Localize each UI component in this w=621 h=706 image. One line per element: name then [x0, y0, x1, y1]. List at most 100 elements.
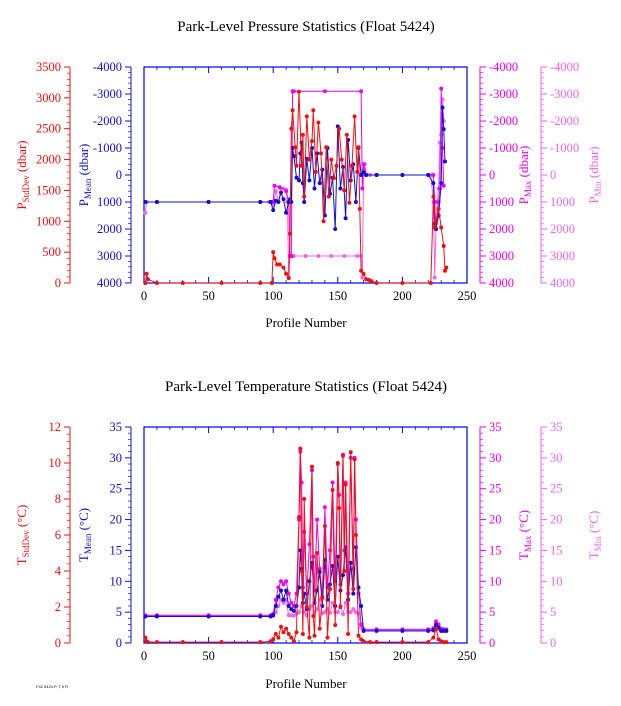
temperature-stddev-tick-label: 8	[55, 492, 61, 506]
pressure-mean-point	[439, 181, 444, 186]
temperature-mean-point	[279, 588, 283, 593]
temperature-mean-tick-label: 20	[110, 513, 123, 527]
temperature-max-point	[311, 554, 316, 559]
temperature-stddev-point	[342, 569, 347, 573]
temperature-stddev-point	[298, 446, 303, 451]
temperature-min-tick-label: 0	[550, 636, 556, 650]
temperature-max-tick-label: 5	[489, 605, 495, 619]
pressure-stddev-point	[219, 281, 224, 285]
temperature-stddev-point	[154, 640, 159, 645]
temperature-mean-point	[271, 613, 276, 618]
pressure-x-tick-label: 0	[141, 289, 147, 303]
pressure-mean-point	[338, 186, 343, 191]
pressure-stddev-point	[436, 206, 441, 211]
temperature-min-point	[304, 613, 309, 618]
pressure-stddev-point	[347, 200, 352, 205]
temperature-stddev-point	[444, 640, 449, 645]
pressure-stddev-point	[439, 225, 444, 230]
pressure-mean-point	[440, 105, 445, 110]
temperature-mean-point	[351, 591, 356, 596]
temperature-stddev-point	[311, 614, 316, 618]
temperature-stddev-point	[400, 640, 405, 645]
temperature-chart: Park-Level Temperature Statistics (Float…	[14, 379, 603, 691]
temperature-stddev-point	[374, 640, 379, 645]
temperature-max-point	[284, 579, 289, 584]
temperature-stddev-point	[352, 457, 357, 462]
pressure-stddev-point	[143, 281, 148, 285]
temperature-stddev-point	[294, 630, 299, 635]
pressure-max-tick-label: -3000	[489, 87, 518, 101]
pressure-min-point	[143, 210, 148, 215]
pressure-min-tick-label: -4000	[550, 60, 579, 74]
pressure-stddev-point	[355, 169, 360, 174]
temperature-stddev-point	[434, 626, 438, 631]
pressure-min-tick-label: 3000	[550, 249, 575, 263]
temperature-stddev-point	[338, 605, 343, 609]
pressure-max-tick-label: -4000	[489, 60, 518, 74]
temperature-x-axis-label: Profile Number	[265, 676, 347, 691]
temperature-mean-point	[294, 604, 299, 608]
pressure-stddev-point	[299, 163, 304, 168]
temperature-mean-tick-label: 35	[110, 420, 123, 434]
temperature-mean-point	[281, 597, 286, 602]
temperature-mean-point	[374, 628, 379, 633]
pressure-max-point	[277, 185, 282, 190]
temperature-min-tick-label: 25	[550, 482, 563, 496]
temperature-stddev-point	[333, 623, 338, 627]
pressure-mean-tick-label: -1000	[93, 141, 122, 155]
pressure-stddev-point	[297, 89, 301, 94]
pressure-x-axis-label: Profile Number	[265, 315, 347, 330]
pressure-stddev-point	[286, 276, 291, 281]
temperature-mean-point	[206, 614, 211, 619]
pressure-min-point	[432, 275, 437, 280]
pressure-mean-tick-label: 1000	[97, 195, 122, 209]
pressure-stddev-point	[145, 277, 150, 282]
temperature-stddev-point	[300, 632, 305, 636]
pressure-stddev-point	[434, 219, 438, 224]
temperature-mean-point	[276, 594, 281, 599]
temperature-mean-point	[359, 604, 364, 608]
pressure-stddev-point	[344, 132, 349, 137]
temperature-max-point	[330, 480, 335, 485]
temperature-max-point	[279, 579, 283, 584]
pressure-stddev-point	[271, 250, 276, 255]
pressure-mean-point	[320, 167, 325, 172]
pressure-stddev-series-line	[144, 91, 447, 284]
pressure-max-point	[441, 183, 446, 188]
temperature-max-point	[317, 566, 322, 571]
pressure-mean-point	[284, 210, 289, 215]
pressure-max-tick-label: -1000	[489, 141, 518, 155]
temperature-stddev-point	[346, 632, 351, 636]
temperature-max-tick-label: 0	[489, 636, 495, 650]
pressure-mean-point	[271, 208, 276, 213]
temperature-min-tick-label: 35	[550, 420, 563, 434]
temperature-max-tick-label: 35	[489, 420, 502, 434]
temperature-max-point	[315, 517, 320, 522]
pressure-stddev-point	[321, 219, 326, 224]
pressure-max-point	[322, 89, 327, 94]
pressure-mean-point	[400, 173, 405, 177]
pressure-min-point	[355, 254, 360, 258]
pressure-stddev-point	[342, 188, 347, 193]
pressure-mean-tick-label: 4000	[97, 276, 122, 290]
temperature-mean-point	[307, 579, 312, 584]
pressure-mean-point	[312, 186, 317, 191]
temperature-mean-tick-label: 0	[116, 636, 122, 650]
pressure-mean-point	[343, 216, 348, 221]
temperature-mean-tick-label: 30	[110, 451, 123, 465]
temperature-stddev-axis-label: TStdDev (°C)	[14, 505, 31, 566]
pressure-min-axis-label: PMin (dbar)	[586, 146, 603, 203]
pressure-mean-point	[361, 170, 366, 175]
pressure-mean-point	[154, 200, 159, 204]
pressure-mean-point	[364, 173, 369, 177]
temperature-stddev-point	[351, 587, 356, 591]
temperature-stddev-point	[304, 605, 309, 609]
temperature-mean-tick-label: 10	[110, 574, 123, 588]
temperature-mean-point	[400, 628, 405, 633]
pressure-max-point	[272, 183, 277, 188]
pressure-stddev-point	[310, 139, 314, 144]
temperature-stddev-tick-label: 2	[55, 600, 61, 614]
pressure-mean-point	[258, 200, 263, 204]
temperature-stddev-point	[302, 497, 307, 501]
